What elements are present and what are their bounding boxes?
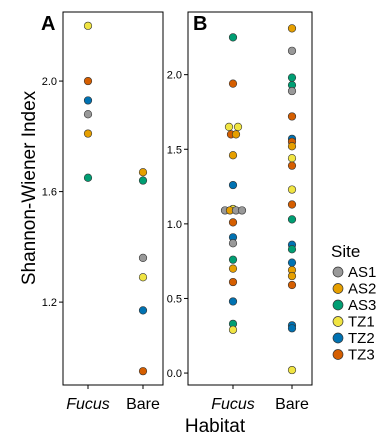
data-point-tz1: [287, 154, 297, 163]
data-point-as2: [231, 130, 241, 139]
data-point-tz2: [83, 96, 93, 105]
data-point-tz1: [83, 21, 93, 30]
data-point-as2: [228, 264, 238, 273]
legend-label-tz1: TZ1: [348, 314, 375, 331]
y-tick-label: 2.0: [167, 70, 182, 82]
data-point-as3: [138, 176, 148, 185]
data-point-as2: [138, 168, 148, 177]
data-point-as3: [228, 255, 238, 264]
data-point-as2: [228, 151, 238, 160]
y-tick-label: 0.5: [167, 293, 182, 305]
data-point-tz3: [228, 218, 238, 227]
data-point-as1: [83, 110, 93, 119]
data-point-tz2: [287, 258, 297, 267]
y-tick-label: 1.2: [42, 297, 57, 309]
data-point-as3: [83, 173, 93, 182]
legend-swatch-tz3: [332, 349, 344, 360]
x-tick-label: Bare: [126, 396, 160, 413]
data-point-tz3: [228, 79, 238, 88]
data-point-as3: [228, 33, 238, 42]
data-point-tz1: [287, 365, 297, 375]
data-point-tz1: [233, 122, 243, 131]
data-point-as1: [287, 86, 297, 96]
data-point-as2: [83, 129, 93, 138]
x-axis-title: Habitat: [185, 416, 246, 437]
legend-label-as2: AS2: [348, 281, 376, 298]
data-point-as3: [287, 245, 297, 254]
data-point-tz3: [228, 277, 238, 287]
panels: A 1.2 1.6 2.0 Fucus Bare B 0.0 0.5 1.0 1.5 2.0 Fucus…: [41, 11, 313, 413]
y-tick-label: 1.5: [167, 144, 182, 156]
data-point-as2: [287, 271, 297, 281]
data-point-tz3: [287, 200, 297, 209]
data-point-tz2: [228, 297, 238, 306]
data-point-as1: [228, 239, 238, 248]
x-tick-label: Fucus: [66, 396, 110, 413]
data-point-tz2: [138, 306, 148, 315]
panel-letter: B: [193, 13, 207, 35]
data-point-tz3: [287, 112, 297, 121]
x-tick-label: Bare: [275, 396, 309, 413]
data-point-tz3: [287, 161, 297, 170]
y-axis-title: Shannon-Wiener Index: [19, 90, 40, 285]
y-tick-label: 2.0: [42, 76, 57, 88]
data-point-as3: [287, 215, 297, 224]
panel-b: B 0.0 0.5 1.0 1.5 2.0 Fucus Bare: [167, 11, 313, 413]
legend-label-tz2: TZ2: [348, 330, 375, 347]
y-tick-label: 0.0: [167, 368, 182, 380]
y-tick-label: 1.0: [167, 219, 182, 231]
legend-label-tz3: TZ3: [348, 347, 375, 364]
data-point-tz3: [83, 76, 93, 86]
data-point-as1: [138, 253, 148, 263]
data-point-tz1: [224, 122, 234, 131]
legend-swatch-as2: [332, 283, 344, 294]
data-point-as3: [287, 73, 297, 82]
legend-swatch-tz2: [332, 332, 344, 344]
y-tick-label: 1.6: [42, 187, 57, 199]
panel-frame: [62, 11, 164, 386]
legend-swatch-tz1: [332, 316, 344, 327]
data-point-as2: [287, 142, 297, 151]
legend-title: Site: [331, 242, 360, 261]
data-point-as2: [287, 24, 297, 33]
data-point-as1: [287, 46, 297, 55]
data-point-tz2: [287, 324, 297, 333]
data-point-tz2: [228, 180, 238, 190]
data-point-tz1: [138, 273, 148, 282]
legend-swatch-as1: [332, 266, 344, 278]
x-tick-label: Fucus: [211, 396, 255, 413]
legend-label-as1: AS1: [348, 264, 376, 281]
legend-swatch-as3: [332, 299, 344, 311]
data-point-as1: [237, 206, 247, 215]
data-point-tz3: [138, 367, 148, 376]
panel-frame: [187, 11, 313, 386]
legend-label-as3: AS3: [348, 297, 376, 314]
data-point-tz1: [228, 325, 238, 334]
panel-a: A 1.2 1.6 2.0 Fucus Bare: [41, 11, 164, 413]
data-point-tz1: [287, 185, 297, 194]
data-point-tz3: [287, 280, 297, 290]
panel-letter: A: [41, 13, 55, 35]
